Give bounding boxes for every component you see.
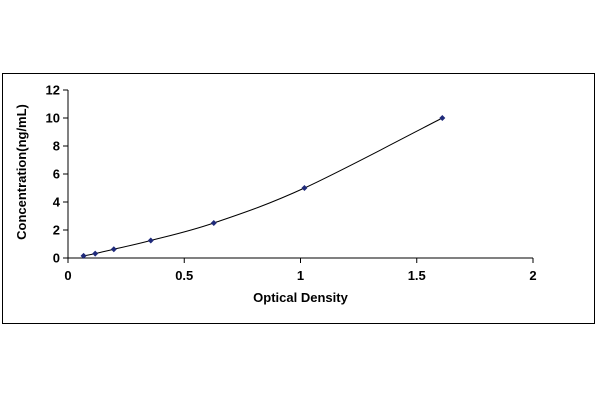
y-tick-label: 10 [46, 111, 60, 126]
x-tick-label: 0.5 [175, 268, 193, 283]
data-points [80, 115, 446, 259]
fit-curve-layer [83, 117, 443, 257]
data-point-marker [147, 237, 154, 244]
data-point-marker [301, 185, 308, 191]
fit-curve [83, 117, 443, 257]
data-point-marker [92, 250, 99, 257]
data-point-marker [210, 220, 217, 226]
y-axis-title: Concentration(ng/mL) [14, 104, 29, 240]
x-tick-label: 1 [297, 268, 304, 283]
data-point-marker [80, 252, 87, 259]
x-tick-label: 1.5 [408, 268, 426, 283]
axes [63, 89, 534, 263]
y-tick-label: 6 [53, 167, 60, 182]
y-tick-label: 4 [53, 195, 61, 210]
data-point-marker [439, 115, 446, 121]
chart-frame [2, 73, 595, 324]
x-tick-label: 2 [529, 268, 536, 283]
data-point-marker [110, 246, 117, 253]
tick-labels: 0 2 4 6 8 10 12 0 0.5 1 1.5 2 [46, 83, 537, 284]
y-tick-label: 12 [46, 83, 60, 98]
x-tick-label: 0 [64, 268, 71, 283]
y-tick-label: 0 [53, 251, 60, 266]
y-tick-label: 8 [53, 139, 60, 154]
x-axis-title: Optical Density [253, 290, 348, 305]
y-tick-label: 2 [53, 223, 60, 238]
